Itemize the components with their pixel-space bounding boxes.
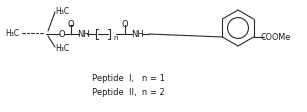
Text: H₃C: H₃C [55, 6, 69, 15]
Text: n: n [113, 35, 118, 41]
Text: COOMe: COOMe [260, 32, 291, 42]
Text: NH: NH [130, 29, 143, 39]
Text: Peptide  I,   n = 1: Peptide I, n = 1 [91, 73, 165, 83]
Text: O: O [122, 20, 128, 29]
Text: H₃C: H₃C [5, 28, 19, 38]
Text: O: O [68, 20, 74, 29]
Text: O: O [59, 29, 65, 39]
Text: Peptide  II,  n = 2: Peptide II, n = 2 [91, 87, 164, 97]
Text: H₃C: H₃C [55, 43, 69, 53]
Text: NH: NH [77, 29, 89, 39]
